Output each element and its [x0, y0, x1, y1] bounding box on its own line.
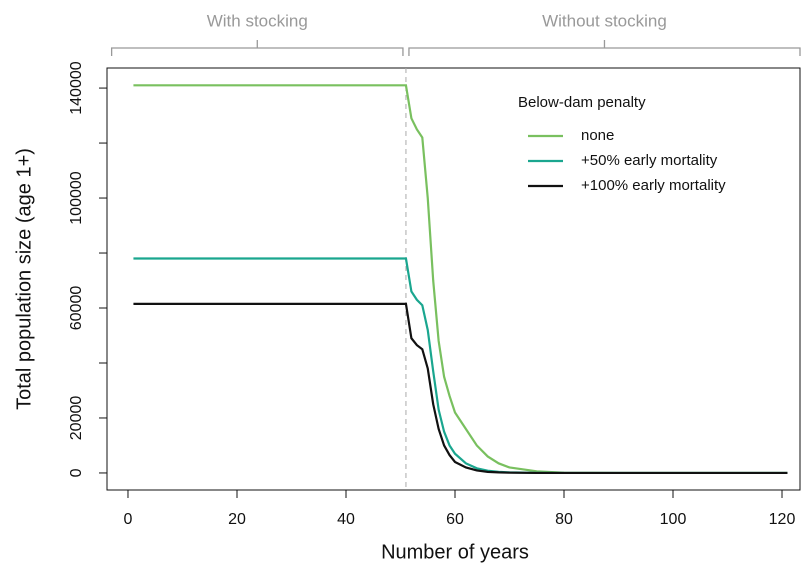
- span-label: Without stocking: [542, 11, 667, 30]
- plot-frame: [106, 67, 801, 491]
- y-axis-title: Total population size (age 1+): [13, 148, 35, 410]
- legend-title: Below-dam penalty: [518, 94, 646, 111]
- series-line: [133, 302, 788, 475]
- x-tick-label: 60: [446, 511, 464, 528]
- y-tick-label: 140000: [68, 61, 85, 114]
- span-bracket: [408, 40, 801, 56]
- y-tick-label: 0: [68, 468, 85, 477]
- x-tick-label: 20: [228, 511, 246, 528]
- x-tick-label: 120: [769, 511, 796, 528]
- legend-label: +50% early mortality: [581, 152, 718, 169]
- y-tick-label: 100000: [68, 171, 85, 224]
- y-tick-label: 60000: [68, 286, 85, 331]
- series-line: [133, 257, 788, 475]
- x-tick-label: 100: [660, 511, 687, 528]
- x-tick-label: 40: [337, 511, 355, 528]
- y-tick-label: 20000: [68, 396, 85, 441]
- x-tick-label: 0: [124, 511, 133, 528]
- x-tick-label: 80: [555, 511, 573, 528]
- x-axis-title: Number of years: [381, 541, 529, 563]
- legend-label: none: [581, 127, 614, 144]
- series-line: [133, 84, 788, 475]
- span-label: With stocking: [207, 11, 308, 30]
- span-bracket: [110, 40, 404, 56]
- legend-label: +100% early mortality: [581, 177, 726, 194]
